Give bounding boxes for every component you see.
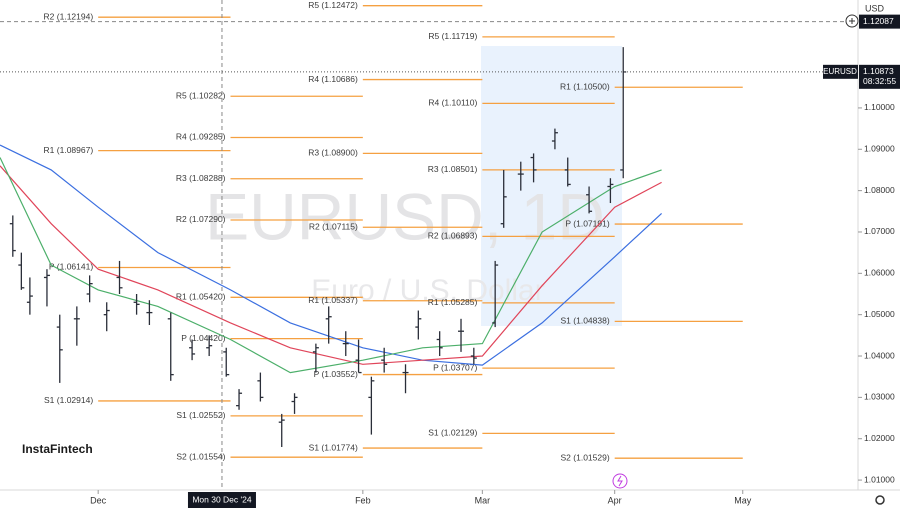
pivot-label: S1 (1.02914) [44, 395, 93, 405]
y-tick-label: 1.04000 [864, 350, 895, 360]
y-tick-label: 1.02000 [864, 433, 895, 443]
currency-box[interactable] [860, 0, 900, 16]
pivot-label: R5 (1.12472) [308, 0, 358, 10]
pivot-label: R1 (1.08967) [44, 145, 94, 155]
pivot-label: S1 (1.02129) [428, 428, 477, 438]
countdown: 08:32:55 [863, 76, 896, 86]
pivot-label: R1 (1.10500) [560, 81, 610, 91]
symbol-box [823, 64, 858, 79]
y-tick-label: 1.06000 [864, 268, 895, 278]
y-tick-label: 1.01000 [864, 474, 895, 484]
watermark-title: EURUSD, 1D [205, 179, 605, 253]
moving-average [0, 157, 662, 374]
pivot-label: P (1.03707) [433, 362, 477, 372]
y-tick-label: 1.05000 [864, 309, 895, 319]
pivot-label: R5 (1.11719) [428, 31, 477, 41]
add-icon [849, 18, 855, 24]
last-price-box [859, 64, 900, 89]
pivot-label: P (1.07191) [565, 218, 609, 228]
currency[interactable]: USD [865, 3, 885, 13]
symbol-label: EURUSD [823, 67, 857, 76]
pivot-label: S1 (1.01774) [309, 442, 358, 452]
moving-average [0, 165, 662, 365]
pivot-label: R3 (1.08900) [308, 148, 358, 158]
pivot-label: R1 (1.05337) [308, 295, 358, 305]
crosshair-x-label: Mon 30 Dec '24 [192, 494, 252, 504]
pivot-label: R1 (1.05420) [176, 292, 226, 302]
pivot-label: R2 (1.07115) [309, 221, 358, 231]
pivot-label: R4 (1.10110) [428, 98, 477, 108]
pivot-label: R4 (1.10686) [308, 74, 358, 84]
pivot-label: S2 (1.01529) [561, 452, 610, 462]
x-tick-label: May [734, 495, 752, 505]
crosshair-y-label: 1.12087 [863, 16, 894, 26]
volume-profile-zone [481, 46, 622, 326]
pivot-label: R3 (1.08288) [176, 173, 226, 183]
pivot-label: P (1.06141) [49, 262, 93, 272]
crosshair-y-box [859, 14, 900, 29]
y-tick-label: 1.09000 [864, 144, 895, 154]
y-tick-label: 1.07000 [864, 226, 895, 236]
x-tick-label: Feb [355, 495, 371, 505]
y-tick-label: 1.08000 [864, 185, 895, 195]
crosshair-x-box [187, 492, 256, 508]
y-tick-label: 1.03000 [864, 392, 895, 402]
pivot-label: P (1.03552) [314, 369, 358, 379]
pivot-label: R1 (1.05285) [428, 297, 478, 307]
pivot-label: R2 (1.07290) [176, 214, 226, 224]
settings-button[interactable] [875, 495, 885, 505]
plot-area: R2 (1.12194) R1 (1.08967) P (1.06141) S1 (1… [0, 0, 858, 490]
pivot-label: S2 (1.01554) [176, 451, 225, 461]
x-tick-label: Apr [608, 495, 622, 505]
pivot-label: S1 (1.04838) [561, 316, 610, 326]
pivot-label: R4 (1.09285) [176, 132, 226, 142]
pivot-label: R2 (1.12194) [44, 11, 94, 21]
pivot-label: R5 (1.10282) [176, 91, 226, 101]
pivot-label: S1 (1.02552) [176, 410, 225, 420]
watermark-subtitle: Euro / U.S. Dollar [311, 274, 544, 307]
pivot-label: R3 (1.08501) [428, 164, 478, 174]
x-tick-label: Mar [475, 495, 491, 505]
brand-box [14, 430, 94, 466]
event-bolt [617, 475, 623, 487]
pivot-label: P (1.04420) [181, 333, 225, 343]
moving-average [0, 144, 663, 366]
pivot-label: R2 (1.06893) [428, 231, 478, 241]
last-price-label: 1.10873 [863, 66, 894, 76]
x-tick-label: Dec [90, 495, 107, 505]
brand: InstaFintech [22, 442, 93, 456]
y-tick-label: 1.10000 [864, 102, 895, 112]
